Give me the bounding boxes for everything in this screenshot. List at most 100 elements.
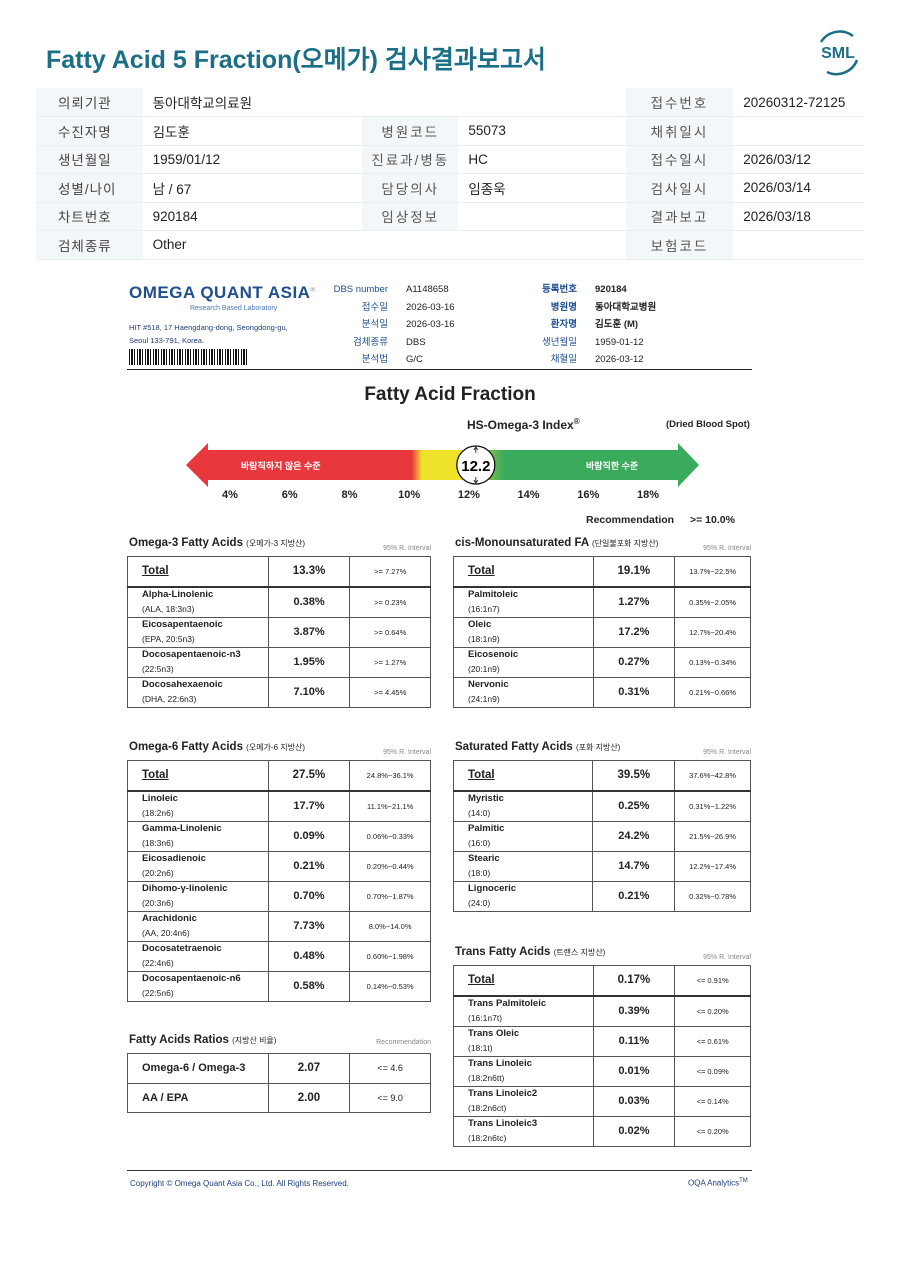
- saturated-table: Total 39.5% 37.6%~42.8% Myristic (14:0) 0.25%…: [452, 760, 751, 912]
- info-label: 생년월일: [36, 145, 143, 174]
- acid-name: Total: [127, 556, 269, 588]
- table-row: Total 19.1% 13.7%~22.5%: [453, 556, 751, 588]
- acid-value: 0.03%: [592, 1085, 676, 1117]
- lab-field-label: 분석일: [361, 319, 388, 330]
- table-row: Docosapentaenoic-n6 (22:5n6) 0.58% 0.14%~0.…: [127, 970, 431, 1002]
- ratios-column-label: Recommendation: [376, 1039, 431, 1046]
- acid-name: Arachidonic (AA, 20:4n6): [127, 910, 269, 942]
- table-row: Linoleic (18:2n6) 17.7% 11.1%~21.1%: [127, 790, 431, 822]
- table-row: Palmitic (16:0) 24.2% 21.5%~26.9%: [452, 820, 751, 852]
- lab-field-label: 환자명: [550, 319, 577, 330]
- reference-range: <= 0.14%: [674, 1085, 751, 1117]
- acid-name: Docosapentaenoic-n6 (22:5n6): [127, 970, 269, 1002]
- omega-quant-logo: OMEGA QUANT ASIA®: [129, 283, 316, 302]
- acid-value: 19.1%: [592, 556, 676, 588]
- omega6-table: Total 27.5% 24.8%~36.1% Linoleic (18:2n6) 17.…: [127, 760, 431, 1002]
- info-label: 검체종류: [36, 230, 143, 260]
- acid-value: 27.5%: [267, 760, 351, 792]
- sample-type: (Dried Blood Spot): [666, 419, 750, 430]
- info-row: 의뢰기관 동아대학교의료원 접수번호 20260312-72125: [36, 88, 864, 117]
- lab-field: 채혈일 2026-03-12: [517, 351, 656, 369]
- acid-value: 17.7%: [267, 790, 351, 822]
- lab-field-value: 920184: [595, 284, 627, 295]
- reference-range: >= 0.64%: [349, 616, 431, 648]
- gauge-tick-label: 10%: [398, 489, 421, 501]
- saturated-title: Saturated Fatty Acids (포화 지방산): [455, 741, 621, 753]
- mufa-table: Total 19.1% 13.7%~22.5% Palmitoleic (16:1n7)…: [453, 556, 751, 708]
- info-row: 차트번호 920184 임상정보 결과보고 2026/03/18: [36, 202, 864, 231]
- acid-value: 2.07: [267, 1053, 351, 1084]
- info-label: 의뢰기관: [36, 88, 143, 117]
- acid-value: 0.58%: [267, 970, 351, 1002]
- acid-name: Trans Oleic (18:1t): [453, 1025, 594, 1057]
- info-label: 차트번호: [36, 202, 143, 231]
- acid-name: Linoleic (18:2n6): [127, 790, 269, 822]
- lab-field-value: 김도훈 (M): [595, 319, 639, 330]
- acid-name: Omega-6 / Omega-3: [127, 1053, 269, 1084]
- reference-range: 0.70%~1.87%: [349, 880, 431, 912]
- info-row: 생년월일 1959/01/12 진료과/병동 HC 접수일시 2026/03/12: [36, 145, 864, 174]
- acid-value: 0.31%: [592, 676, 676, 708]
- info-row: 검체종류 Other 보험코드: [36, 230, 864, 260]
- acid-value: 1.95%: [267, 646, 351, 678]
- info-label: 채취일시: [625, 116, 734, 146]
- table-row: Trans Oleic (18:1t) 0.11% <= 0.61%: [453, 1025, 751, 1057]
- info-label: 결과보고: [625, 202, 734, 231]
- reference-range: <= 0.61%: [674, 1025, 751, 1057]
- info-value: [458, 230, 626, 260]
- ratios-table: Omega-6 / Omega-3 2.07 <= 4.6 AA / EPA 2.00 <…: [127, 1053, 431, 1113]
- saturated-column-label: 95% R. Interval: [703, 749, 751, 756]
- lab-field: 환자명 김도훈 (M): [517, 316, 656, 334]
- acid-value: 0.01%: [592, 1055, 676, 1087]
- reference-range: 0.14%~0.53%: [349, 970, 431, 1002]
- acid-value: 7.10%: [267, 676, 351, 708]
- reference-range: 0.20%~0.44%: [349, 850, 431, 882]
- acid-name: Eicosadienoic (20:2n6): [127, 850, 269, 882]
- acid-value: 1.27%: [592, 586, 676, 618]
- fraction-title: Fatty Acid Fraction: [364, 384, 536, 405]
- info-label: 검사일시: [625, 173, 734, 203]
- acid-value: 39.5%: [592, 760, 676, 792]
- acid-name: Docosatetraenoic (22:4n6): [127, 940, 269, 972]
- table-row: Myristic (14:0) 0.25% 0.31%~1.22%: [452, 790, 751, 822]
- recommendation-label: Recommendation: [586, 514, 675, 526]
- acid-name: Lignoceric (24:0): [452, 880, 594, 912]
- info-value: 임종욱: [458, 173, 626, 203]
- ratios-title: Fatty Acids Ratios (지방산 비율): [129, 1034, 277, 1046]
- table-row: Arachidonic (AA, 20:4n6) 7.73% 8.0%~14.0%: [127, 910, 431, 942]
- acid-value: 0.17%: [592, 965, 676, 997]
- acid-name: Alpha-Linolenic (ALA, 18:3n3): [127, 586, 269, 618]
- info-label: 접수번호: [625, 88, 734, 117]
- info-value: 동아대학교의료원: [142, 88, 363, 117]
- report-title: Fatty Acid 5 Fraction(오메가) 검사결과보고서: [46, 46, 546, 74]
- lab-field: 검체종류 DBS: [310, 334, 455, 352]
- lab-field-label: 병원명: [550, 301, 577, 313]
- acid-name: Oleic (18:1n9): [453, 616, 594, 648]
- lab-field: 생년월일 1959-01-12: [517, 334, 656, 352]
- index-value: 12.2: [461, 458, 490, 475]
- lab-field-value: 동아대학교병원: [595, 301, 657, 313]
- reference-range: <= 0.20%: [674, 1115, 751, 1147]
- acid-value: 0.27%: [592, 646, 676, 678]
- acid-value: 0.39%: [592, 995, 676, 1027]
- sml-logo: SML: [813, 30, 863, 76]
- reference-range: 0.35%~2.05%: [674, 586, 751, 618]
- info-value: [458, 88, 626, 117]
- table-row: Dihomo-γ-linolenic (20:3n6) 0.70% 0.70%~1.8…: [127, 880, 431, 912]
- reference-range: 11.1%~21.1%: [349, 790, 431, 822]
- barcode: [129, 349, 247, 365]
- info-value: [458, 202, 626, 231]
- acid-value: 3.87%: [267, 616, 351, 648]
- gauge-tick-label: 12%: [457, 489, 480, 501]
- lab-field-label: 등록번호: [542, 284, 577, 295]
- info-value: [733, 116, 864, 146]
- trans-column-label: 95% R. Interval: [703, 954, 751, 961]
- acid-name: Dihomo-γ-linolenic (20:3n6): [127, 880, 269, 912]
- lab-field: 등록번호 920184: [517, 281, 656, 299]
- acid-name: Trans Linoleic2 (18:2n6ct): [453, 1085, 594, 1117]
- lab-field: 접수일 2026-03-16: [310, 299, 455, 317]
- table-row: Stearic (18:0) 14.7% 12.2%~17.4%: [452, 850, 751, 882]
- acid-value: 0.38%: [267, 586, 351, 618]
- info-value: 남 / 67: [142, 173, 363, 203]
- reference-range: >= 0.23%: [349, 586, 431, 618]
